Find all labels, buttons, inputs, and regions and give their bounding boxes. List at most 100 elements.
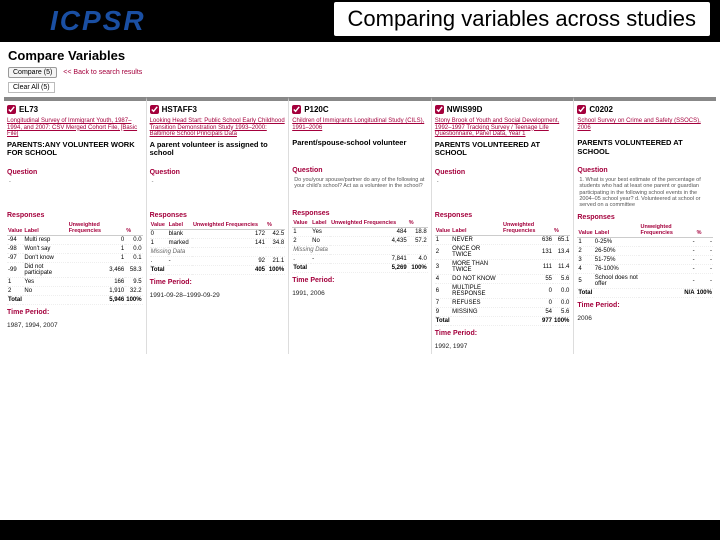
table-cell: 0.0 [553, 298, 570, 307]
page-title: Compare Variables [8, 48, 712, 63]
table-cell: 13.4 [553, 244, 570, 259]
select-variable-checkbox[interactable] [7, 105, 16, 114]
table-header: Unweighted Frequencies [502, 221, 553, 236]
total-row: Total5,269100% [292, 264, 428, 273]
question-heading: Question [7, 169, 143, 176]
table-cell: 51-75% [594, 255, 640, 264]
table-cell: 5 [577, 273, 593, 288]
table-cell: 166 [68, 277, 126, 286]
select-variable-checkbox[interactable] [435, 105, 444, 114]
table-cell: 1 [292, 228, 311, 237]
table-header: Unweighted Frequencies [192, 221, 266, 230]
table-row: 1Yes48418.8 [292, 228, 428, 237]
table-row: 4DO NOT KNOW555.6 [435, 274, 571, 283]
variable-header: P120C [292, 103, 428, 116]
table-cell: 3 [435, 259, 451, 274]
table-cell: - [168, 256, 192, 265]
study-link[interactable]: Children of Immigrants Longitudinal Stud… [292, 118, 428, 136]
select-variable-checkbox[interactable] [292, 105, 301, 114]
responses-table: ValueLabelUnweighted Frequencies%0blank1… [150, 221, 286, 275]
table-cell: 0.0 [125, 235, 142, 244]
compare-button[interactable]: Compare (5) [8, 67, 57, 78]
question-text: - [7, 178, 143, 208]
table-cell: 34.8 [266, 238, 285, 247]
table-cell: 2 [435, 244, 451, 259]
variable-label: PARENTS:ANY VOLUNTEER WORK FOR SCHOOL [7, 141, 143, 163]
table-cell: 1 [68, 244, 126, 253]
total-pct: 100% [408, 264, 428, 273]
table-header: Value [150, 221, 168, 230]
time-period-value: 1991, 2006 [292, 290, 428, 297]
table-row: -98Won't say10.0 [7, 244, 143, 253]
table-cell: 7,841 [330, 255, 408, 264]
table-cell: - [639, 237, 695, 246]
logo: ICPSR [50, 5, 146, 37]
table-cell: 4 [435, 274, 451, 283]
time-period-heading: Time Period: [7, 309, 143, 316]
question-heading: Question [292, 167, 428, 174]
table-row: 1marked14134.8 [150, 238, 286, 247]
table-row: 5School does not offer-- [577, 273, 713, 288]
variable-label: PARENTS VOLUNTEERED AT SCHOOL [435, 141, 571, 163]
table-cell: 0-25% [594, 237, 640, 246]
table-cell: Yes [311, 228, 330, 237]
responses-heading: Responses [150, 212, 286, 219]
clear-all-button[interactable]: Clear All (5) [8, 82, 55, 93]
table-header: Label [311, 219, 330, 228]
table-cell: - [696, 246, 713, 255]
table-cell: 7 [435, 298, 451, 307]
table-cell: -99 [7, 262, 23, 277]
variable-header: HSTAFF3 [150, 103, 286, 116]
table-cell: -97 [7, 253, 23, 262]
table-cell: 0 [502, 283, 553, 298]
table-header: Label [594, 223, 640, 238]
question-heading: Question [150, 169, 286, 176]
table-cell: - [696, 255, 713, 264]
table-cell: 6 [435, 283, 451, 298]
total-label: Total [150, 265, 192, 274]
table-cell: - [639, 246, 695, 255]
responses-heading: Responses [7, 212, 143, 219]
table-header: % [553, 221, 570, 236]
question-text: - [435, 178, 571, 208]
table-cell: - [696, 264, 713, 273]
table-row: Missing Data [292, 246, 428, 255]
table-header: % [696, 223, 713, 238]
table-cell: Did not participate [23, 262, 67, 277]
table-header: Value [435, 221, 451, 236]
table-row: 351-75%-- [577, 255, 713, 264]
table-cell: No [311, 237, 330, 246]
table-cell: - [311, 255, 330, 264]
table-cell: 1 [150, 238, 168, 247]
total-pct: 100% [696, 288, 713, 297]
table-cell: - [696, 273, 713, 288]
select-variable-checkbox[interactable] [577, 105, 586, 114]
table-header: % [266, 221, 285, 230]
table-cell: 42.5 [266, 229, 285, 238]
variable-column: EL73Longitudinal Survey of Immigrant You… [4, 97, 146, 354]
table-cell: 3,466 [68, 262, 126, 277]
question-heading: Question [435, 169, 571, 176]
study-link[interactable]: School Survey on Crime and Safety (SSOCS… [577, 118, 713, 136]
table-cell: -94 [7, 235, 23, 244]
table-cell: 131 [502, 244, 553, 259]
table-cell: 0 [68, 235, 126, 244]
table-row: 10-25%-- [577, 237, 713, 246]
study-link[interactable]: Stony Brook of Youth and Social Developm… [435, 118, 571, 138]
table-cell: 0.1 [125, 253, 142, 262]
select-variable-checkbox[interactable] [150, 105, 159, 114]
table-cell: 4 [577, 264, 593, 273]
table-row: 9MISSING545.6 [435, 307, 571, 316]
table-cell: REFUSES [451, 298, 502, 307]
table-cell: 3 [577, 255, 593, 264]
table-cell: 26-50% [594, 246, 640, 255]
table-cell: MISSING [451, 307, 502, 316]
back-to-results-link[interactable]: << Back to search results [63, 69, 142, 76]
variable-column: NWIS99DStony Brook of Youth and Social D… [431, 97, 574, 354]
study-link[interactable]: Looking Head Start: Public School Early … [150, 118, 286, 138]
table-header: Label [168, 221, 192, 230]
total-label: Total [435, 316, 502, 325]
table-cell: No [23, 286, 67, 295]
study-link[interactable]: Longitudinal Survey of Immigrant Youth, … [7, 118, 143, 138]
table-cell: 1 [68, 253, 126, 262]
